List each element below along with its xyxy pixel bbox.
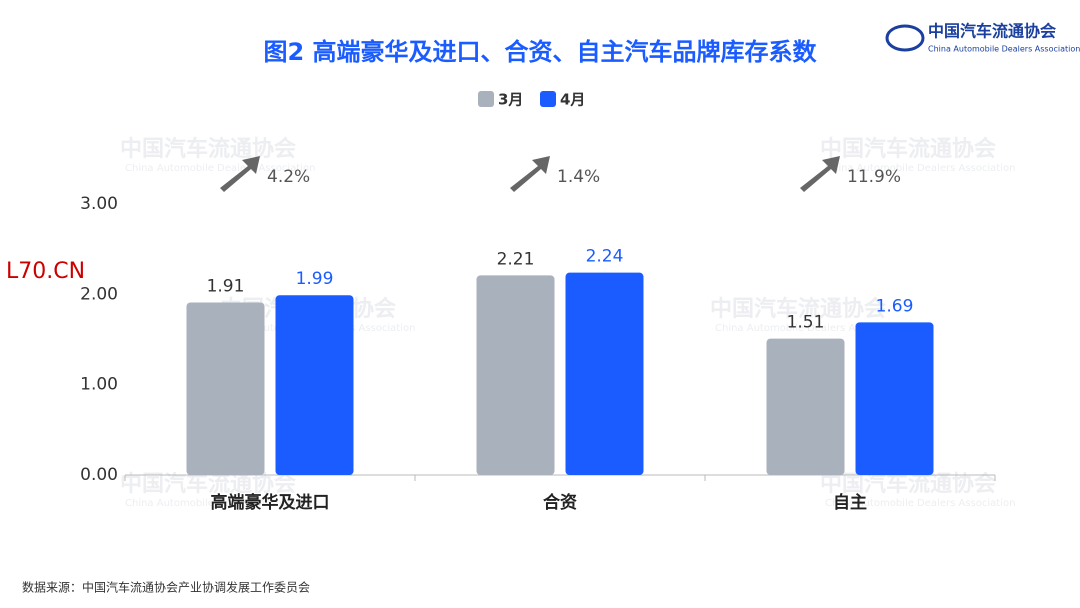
legend-swatch <box>478 91 494 107</box>
logo-icon <box>885 24 925 52</box>
bar <box>476 275 555 475</box>
logo: 中国汽车流通协会 China Automobile Dealers Associ… <box>885 22 1080 54</box>
value-label: 1.91 <box>207 276 245 296</box>
logo-name: 中国汽车流通协会 <box>928 22 1056 41</box>
watermark-logo-english: China Automobile Dealers Association <box>825 163 1015 174</box>
legend-label: 3月 <box>498 91 523 109</box>
value-label: 1.51 <box>787 313 825 333</box>
value-label: 2.21 <box>497 249 535 269</box>
x-tick-label: 合资 <box>543 492 577 513</box>
bar <box>275 295 354 475</box>
bar <box>766 338 845 475</box>
y-tick-label: 2.00 <box>80 284 118 304</box>
value-label: 1.99 <box>296 269 334 289</box>
watermark-logo: 中国汽车流通协会 <box>710 296 886 322</box>
source-note: 数据来源：中国汽车流通协会产业协调发展工作委员会 <box>22 580 310 595</box>
change-label: 11.9% <box>847 167 901 187</box>
bar <box>186 302 265 475</box>
y-tick-label: 1.00 <box>80 375 118 395</box>
bar <box>855 322 934 475</box>
watermark-logo-english: China Automobile Dealers Association <box>825 498 1015 509</box>
watermark: L70.CN <box>6 259 85 284</box>
legend-swatch <box>540 91 556 107</box>
logo-english: China Automobile Dealers Association <box>928 45 1080 54</box>
watermark-logo-english: China Automobile Dealers Association <box>125 498 315 509</box>
legend-label: 4月 <box>560 91 585 109</box>
watermark-logo: 中国汽车流通协会 <box>820 136 996 162</box>
watermark-logo-english: China Automobile Dealers Association <box>715 323 905 334</box>
bar <box>565 272 644 475</box>
watermark-logo-english: China Automobile Dealers Association <box>125 163 315 174</box>
y-tick-label: 3.00 <box>80 194 118 214</box>
value-label: 1.69 <box>876 296 914 316</box>
watermark-logo: 中国汽车流通协会 <box>120 136 296 162</box>
change-arrow <box>220 156 260 192</box>
chart-title: 图2 高端豪华及进口、合资、自主汽车品牌库存系数 <box>263 38 817 66</box>
y-tick-label: 0.00 <box>80 465 118 485</box>
change-label: 4.2% <box>267 167 310 187</box>
value-label: 2.24 <box>586 247 624 267</box>
x-tick-label: 高端豪华及进口 <box>211 492 330 513</box>
change-arrow <box>510 156 550 192</box>
change-label: 1.4% <box>557 167 600 187</box>
change-arrow <box>800 156 840 192</box>
x-tick-label: 自主 <box>833 492 867 513</box>
